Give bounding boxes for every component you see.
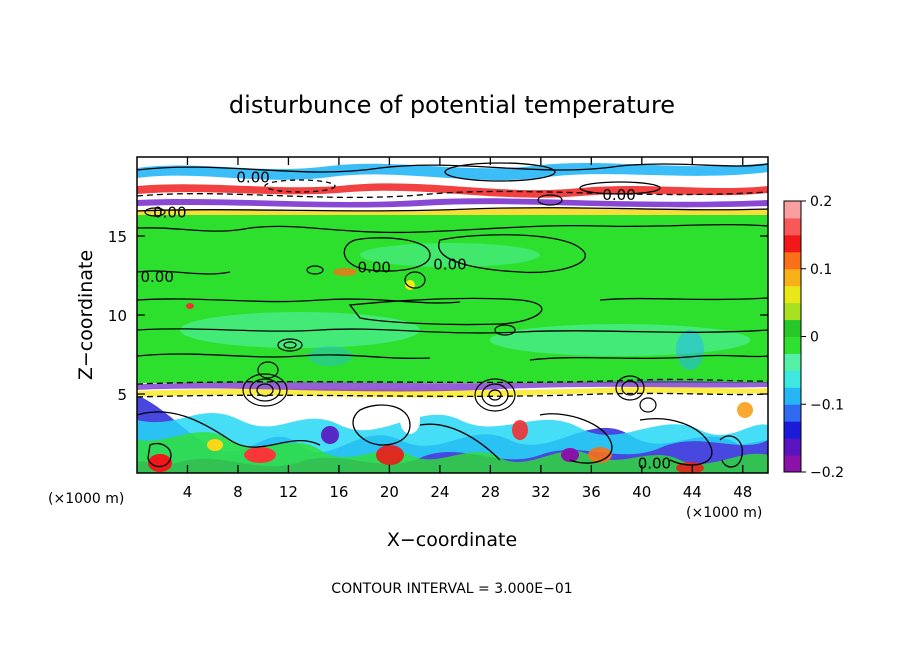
colorbar-swatch xyxy=(784,387,801,405)
colorbar-swatch xyxy=(784,201,801,219)
colorbar xyxy=(784,201,801,473)
field-low-purple xyxy=(321,426,339,444)
x-tick-label: 32 xyxy=(531,483,550,501)
z-unit-label: (×1000 m) xyxy=(48,491,124,507)
x-tick-label: 8 xyxy=(233,483,243,501)
colorbar-swatch xyxy=(784,353,801,371)
colorbar-swatch xyxy=(784,285,801,304)
field-low-red xyxy=(737,402,753,418)
x-tick-label: 24 xyxy=(430,483,449,501)
field-low-red xyxy=(244,447,276,463)
field-low-red xyxy=(148,454,172,472)
x-tick-label: 12 xyxy=(279,483,298,501)
colorbar-tick-label: −0.1 xyxy=(810,397,844,413)
x-axis-label: X−coordinate xyxy=(387,529,517,551)
field-low-red xyxy=(512,420,528,440)
x-tick-label: 28 xyxy=(481,483,500,501)
y-tick-label: 15 xyxy=(108,228,127,246)
field-patch xyxy=(333,268,357,276)
field-patch xyxy=(360,243,540,267)
x-unit-label: (×1000 m) xyxy=(686,505,762,521)
colorbar-swatch xyxy=(784,217,801,236)
field-low-red xyxy=(207,439,223,451)
contour-labels: 0.00 0.00 0.00 0.00 0.00 0.00 0.00 xyxy=(140,169,671,473)
x-tick-label: 36 xyxy=(582,483,601,501)
colorbar-tick-label: 0 xyxy=(810,330,819,346)
colorbar-swatch xyxy=(784,370,801,388)
colorbar-swatch xyxy=(784,234,801,253)
x-axis-ticks: 4 8 12 16 20 24 28 32 36 40 44 48 xyxy=(183,157,752,501)
y-tick-label: 10 xyxy=(108,307,127,325)
y-tick-label: 5 xyxy=(117,386,127,404)
colorbar-swatch xyxy=(784,302,801,321)
colorbar-swatch xyxy=(784,319,801,337)
colorbar-ticks: 0.2 0.1 0 −0.1 −0.2 xyxy=(801,194,844,481)
colorbar-swatch xyxy=(784,251,801,270)
field-top-yellow xyxy=(137,207,768,215)
contour-label: 0.00 xyxy=(236,169,269,187)
field-patch xyxy=(676,330,704,370)
y-axis-label: Z−coordinate xyxy=(75,250,97,380)
field-low-red xyxy=(376,445,404,465)
x-tick-label: 40 xyxy=(632,483,651,501)
colorbar-tick-label: 0.1 xyxy=(810,262,832,278)
field-patch xyxy=(186,303,194,309)
colorbar-tick-label: −0.2 xyxy=(810,465,844,481)
colorbar-swatch xyxy=(784,336,801,354)
x-tick-label: 48 xyxy=(733,483,752,501)
x-tick-label: 44 xyxy=(683,483,702,501)
contour-label: 0.00 xyxy=(638,455,671,473)
field-top-purple xyxy=(137,198,768,208)
contour-label: 0.00 xyxy=(153,203,186,221)
colorbar-swatch xyxy=(784,404,801,422)
field-patch xyxy=(490,324,750,356)
field-patch xyxy=(308,346,352,366)
field-patch xyxy=(180,312,420,348)
field-low-red xyxy=(588,447,612,463)
chart-title: disturbunce of potential temperature xyxy=(229,91,675,119)
y-axis-ticks: 5 10 15 xyxy=(108,228,768,404)
colorbar-swatch xyxy=(784,268,801,287)
temperature-field xyxy=(137,157,768,473)
convective-cells xyxy=(144,194,657,413)
colorbar-swatch xyxy=(784,438,801,456)
contour-label: 0.00 xyxy=(602,186,635,204)
colorbar-swatch xyxy=(784,455,801,473)
x-tick-label: 4 xyxy=(183,483,193,501)
contour-label: 0.00 xyxy=(358,259,391,277)
field-low-green xyxy=(137,432,768,473)
contour-interval-note: CONTOUR INTERVAL = 3.000E−01 xyxy=(331,581,572,597)
x-tick-label: 20 xyxy=(380,483,399,501)
colorbar-swatch xyxy=(784,421,801,439)
contour-label: 0.00 xyxy=(433,255,466,273)
contour-lines xyxy=(137,162,768,468)
colorbar-tick-label: 0.2 xyxy=(810,194,832,210)
field-low-purple-band xyxy=(137,380,768,392)
field-low-purple xyxy=(561,448,579,462)
contour-label: 0.00 xyxy=(140,268,173,286)
x-tick-label: 16 xyxy=(329,483,348,501)
